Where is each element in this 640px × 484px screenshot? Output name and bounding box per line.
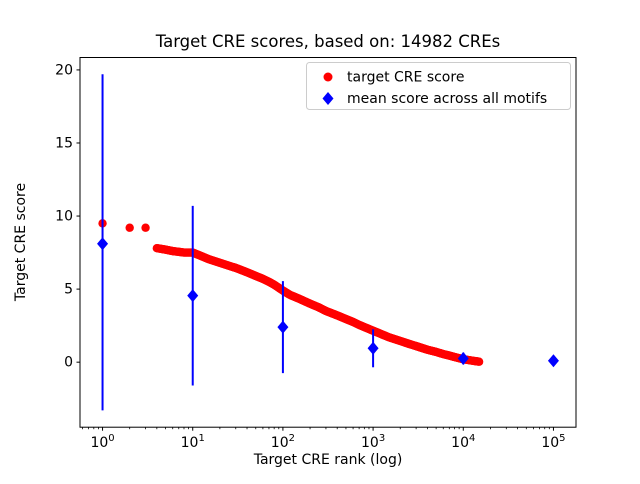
axes-frame	[79, 57, 577, 428]
mean-diamond-marker	[277, 320, 289, 334]
chart-title: Target CRE scores, based on: 14982 CREs	[155, 32, 501, 51]
mean-diamond-marker	[367, 341, 379, 355]
mean-diamond-marker	[187, 289, 199, 303]
y-tick-label: 20	[55, 62, 73, 78]
mean-diamond-marker	[97, 237, 109, 251]
x-tick-label: 102	[271, 433, 295, 451]
mean-diamond-marker	[547, 354, 559, 368]
legend: target CRE score mean score across all m…	[306, 62, 571, 110]
y-axis-label: Target CRE score	[13, 183, 29, 302]
plot-area: 0 5 10 15 20 100 101 102 103 104 105	[55, 57, 577, 451]
y-tick-label: 5	[64, 282, 73, 298]
legend-label-mean-score: mean score across all motifs	[347, 91, 547, 107]
y-tick-label: 0	[64, 355, 73, 371]
target-cre-score-points	[98, 219, 484, 366]
y-tick-label: 15	[55, 135, 73, 151]
x-tick-label: 104	[451, 433, 475, 451]
x-tick-label: 103	[361, 433, 385, 451]
x-tick-label: 101	[181, 433, 205, 451]
x-axis-ticks: 100 101 102 103 104 105	[82, 427, 566, 451]
x-tick-label: 105	[541, 433, 565, 451]
x-axis-label: Target CRE rank (log)	[253, 452, 403, 468]
legend-label-target-score: target CRE score	[347, 70, 464, 86]
legend-blue-diamond-icon	[322, 92, 334, 105]
y-tick-label: 10	[55, 209, 73, 225]
mean-score-errorbars	[97, 74, 559, 411]
y-axis-ticks: 0 5 10 15 20	[55, 62, 80, 371]
legend-red-circle-icon	[323, 72, 333, 82]
legend-box	[306, 62, 571, 110]
mean-diamond-marker	[457, 352, 469, 366]
x-tick-label: 100	[90, 433, 114, 451]
